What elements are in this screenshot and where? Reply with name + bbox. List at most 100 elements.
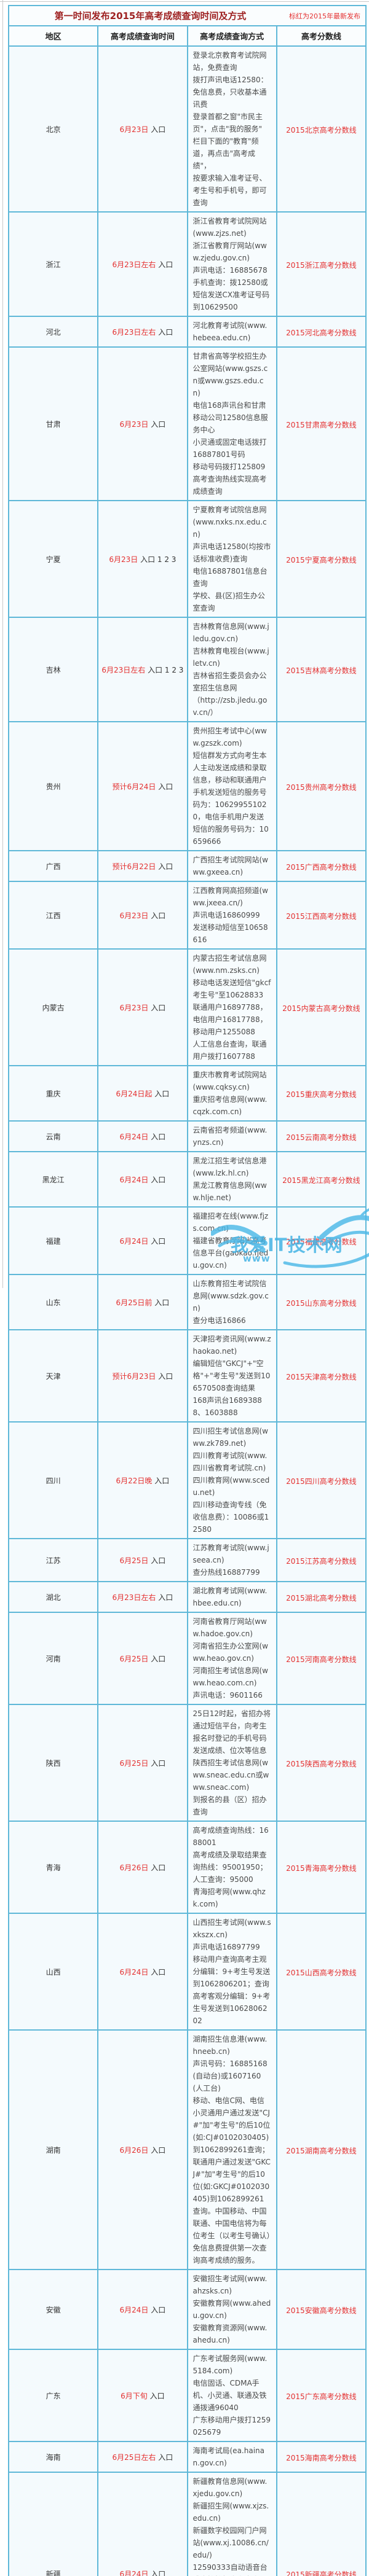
entrance-link[interactable]: 入口: [151, 2146, 165, 2155]
query-date: 预计6月24日: [113, 783, 156, 791]
entrance-link[interactable]: 入口: [158, 783, 173, 791]
method-line: 山西招生考试网(www.sxkszx.cn): [193, 1916, 271, 1941]
score-line-link[interactable]: 2015河南高考分数线: [286, 1655, 357, 1664]
score-line-cell: 2015浙江高考分数线: [277, 212, 366, 316]
query-date: 6月25日左右: [113, 2453, 156, 2462]
score-line-link[interactable]: 2015湖南高考分数线: [286, 2147, 357, 2155]
table-row: 广西预计6月22日 入口广西招生考试院网站(www.gxeea.cn)2015广…: [9, 851, 366, 881]
region-cell: 陕西: [9, 1704, 98, 1821]
score-line-link[interactable]: 2015广西高考分数线: [286, 863, 357, 872]
query-methods-cell: 贵州招生考试中心(www.gzszk.com)短信群发方式向考生本人主动发送成绩…: [188, 722, 277, 851]
entrance-link[interactable]: 入口: [150, 2392, 165, 2400]
entrance-link[interactable]: 入口: [158, 260, 173, 269]
entrance-link[interactable]: 入口: [158, 1593, 173, 1602]
entrance-link[interactable]: 入口 1 2 3: [148, 666, 183, 674]
score-line-link[interactable]: 2015海南高考分数线: [286, 2454, 357, 2462]
score-line-cell: 2015新疆高考分数线: [277, 2472, 366, 2576]
score-line-link[interactable]: 2015安徽高考分数线: [286, 2306, 357, 2315]
score-line-cell: 2015海南高考分数线: [277, 2441, 366, 2472]
score-line-link[interactable]: 2015江西高考分数线: [286, 912, 357, 921]
score-line-link[interactable]: 2015陕西高考分数线: [286, 1760, 357, 1768]
entrance-link[interactable]: 入口: [151, 1556, 165, 1565]
entrance-link[interactable]: 入口: [151, 2570, 165, 2576]
entrance-link[interactable]: 入口: [158, 862, 173, 871]
query-date: 6月24日: [120, 1176, 149, 1184]
score-line-cell: 2015河南高考分数线: [277, 1612, 366, 1704]
score-line-link[interactable]: 2015宁夏高考分数线: [286, 556, 357, 564]
query-methods-cell: 黑龙江招生考试信息港(www.lzk.hl.cn)黑龙江教育信息网(www.hl…: [188, 1152, 277, 1207]
score-line-cell: 2015陕西高考分数线: [277, 1704, 366, 1821]
query-date: 6月25日: [120, 1655, 149, 1663]
entrance-link[interactable]: 入口: [151, 2306, 165, 2314]
method-line: 学校、县(区)招生办公室查询: [193, 590, 271, 614]
score-line-link[interactable]: 2015浙江高考分数线: [286, 261, 357, 270]
entrance-link[interactable]: 入口: [151, 125, 165, 134]
score-line-link[interactable]: 2015江苏高考分数线: [286, 1557, 357, 1566]
score-line-link[interactable]: 2015新疆高考分数线: [286, 2570, 357, 2576]
score-line-link[interactable]: 2015黑龙江高考分数线: [282, 1176, 360, 1185]
score-line-cell: 2015河北高考分数线: [277, 316, 366, 347]
score-line-link[interactable]: 2015云南高考分数线: [286, 1133, 357, 1142]
score-line-link[interactable]: 2015福建高考分数线: [286, 1238, 357, 1246]
entrance-link[interactable]: 入口: [151, 1864, 165, 1872]
score-line-link[interactable]: 2015广东高考分数线: [286, 2392, 357, 2401]
score-line-link[interactable]: 2015四川高考分数线: [286, 1477, 357, 1486]
method-line: 发送移动短信至10658616: [193, 921, 271, 946]
score-line-link[interactable]: 2015北京高考分数线: [286, 126, 357, 135]
score-line-link[interactable]: 2015山西高考分数线: [286, 1969, 357, 1977]
score-line-link[interactable]: 2015内蒙古高考分数线: [282, 1004, 360, 1013]
page-title: 第一时间发布2015年高考成绩查询时间及方式: [12, 9, 289, 22]
query-methods-cell: 25日12时起，省招办将通过短信平台，向考生报名时登记的手机号码发送成绩、位次等…: [188, 1704, 277, 1821]
method-line: 登录首都之窗"市民主页"，点击"我的服务": [193, 111, 271, 135]
entrance-link[interactable]: 入口: [158, 328, 173, 337]
score-line-cell: 2015湖南高考分数线: [277, 2030, 366, 2270]
method-line: 四川教育网(www.scedu.net): [193, 1474, 271, 1499]
method-line: 吉林教育电视台(www.jletv.cn): [193, 645, 271, 669]
query-date: 6月23日: [120, 1004, 149, 1012]
method-line: 四川招生考试信息网(www.zk789.net): [193, 1425, 271, 1450]
entrance-link[interactable]: 入口: [151, 1133, 165, 1141]
score-line-link[interactable]: 2015重庆高考分数线: [286, 1090, 357, 1099]
entrance-link[interactable]: 入口: [151, 1968, 165, 1977]
entrance-link[interactable]: 入口: [151, 420, 165, 429]
entrance-link[interactable]: 入口: [154, 1298, 169, 1307]
method-line: 电信16887801信息台查询: [193, 565, 271, 590]
entrance-link[interactable]: 入口: [158, 2453, 173, 2462]
method-line: 到报名的县（区）招办查询: [193, 1793, 271, 1818]
score-line-link[interactable]: 2015贵州高考分数线: [286, 783, 357, 792]
method-line: 内蒙古招生考试信息网(www.nm.zsks.cn): [193, 952, 271, 977]
entrance-link[interactable]: 入口: [151, 1655, 165, 1663]
entrance-link[interactable]: 入口: [154, 1477, 169, 1485]
gaokao-query-table: 第一时间发布2015年高考成绩查询时间及方式 标红为2015年最新发布 地区 高…: [8, 5, 367, 2576]
entrance-link[interactable]: 入口: [151, 1237, 165, 1246]
entrance-link[interactable]: 入口 1 2 3: [140, 555, 176, 564]
entrance-link[interactable]: 入口: [151, 1759, 165, 1768]
score-line-link[interactable]: 2015天津高考分数线: [286, 1373, 357, 1381]
method-line: 新疆招生网(www.xjzs.edu.cn): [193, 2500, 271, 2524]
region-cell: 广西: [9, 851, 98, 881]
score-line-link[interactable]: 2015吉林高考分数线: [286, 666, 357, 675]
query-methods-cell: 甘肃省高等学校招生办公室网站(www.gszs.cn或www.gszs.edu.…: [188, 347, 277, 501]
entrance-link[interactable]: 入口: [154, 1090, 169, 1098]
entrance-link[interactable]: 入口: [151, 1176, 165, 1184]
entrance-link[interactable]: 入口: [158, 1372, 173, 1381]
region-cell: 湖南: [9, 2030, 98, 2270]
score-line-cell: 2015广西高考分数线: [277, 851, 366, 881]
entrance-link[interactable]: 入口: [151, 911, 165, 920]
method-line: 12590333自动语音台或直接拨打高考查询号码1259033301: [193, 2561, 271, 2576]
region-cell: 黑龙江: [9, 1152, 98, 1207]
region-cell: 宁夏: [9, 501, 98, 617]
score-line-link[interactable]: 2015河北高考分数线: [286, 329, 357, 337]
score-line-link[interactable]: 2015青海高考分数线: [286, 1864, 357, 1873]
score-line-link[interactable]: 2015甘肃高考分数线: [286, 421, 357, 429]
score-line-link[interactable]: 2015山东高考分数线: [286, 1299, 357, 1308]
region-cell: 云南: [9, 1121, 98, 1152]
query-methods-cell: 新疆教育信息网(www.xjedu.gov.cn)新疆招生网(www.xjzs.…: [188, 2472, 277, 2576]
score-line-link[interactable]: 2015湖北高考分数线: [286, 1594, 357, 1602]
query-methods-cell: 安徽招生考试网(www.ahzsks.cn)安徽教育网(www.ahedu.go…: [188, 2270, 277, 2349]
entrance-link[interactable]: 入口: [151, 1004, 165, 1012]
region-cell: 海南: [9, 2441, 98, 2472]
